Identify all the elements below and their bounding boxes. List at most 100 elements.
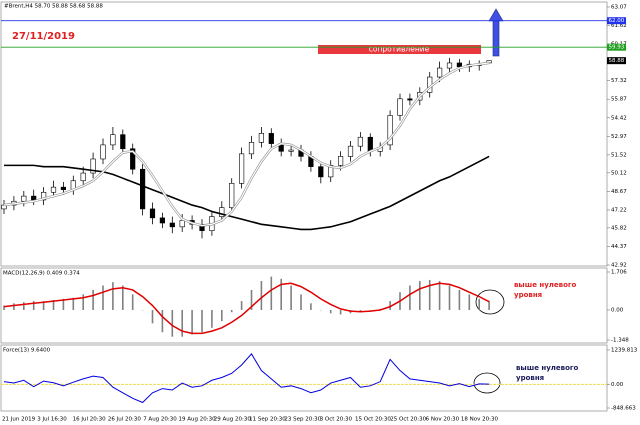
macd-bar: [389, 301, 391, 310]
candle-body: [436, 67, 443, 78]
x-tick-label: 15 Oct 20:30: [355, 417, 391, 423]
candle-body: [110, 134, 116, 146]
candle-body: [219, 207, 225, 217]
y-tick-label: 1.706: [611, 270, 627, 276]
x-tick-label: 25 Oct 20:30: [390, 417, 426, 423]
macd-bar: [92, 289, 94, 310]
candle-body: [248, 142, 255, 155]
candle-body: [347, 145, 354, 157]
resistance-zone: [318, 45, 481, 54]
macd-note: выше нулевого: [514, 281, 577, 289]
macd-circle: [475, 289, 505, 315]
macd-bar: [438, 281, 441, 310]
macd-bar: [211, 309, 213, 328]
macd-bar: [488, 300, 490, 310]
macd-header: MACD(12,26,9) 0.409 0.374: [3, 271, 80, 277]
level-label: 59.93: [609, 45, 625, 51]
x-tick-label: 16 Jul 20:30: [73, 417, 106, 423]
candle-body: [268, 133, 274, 144]
macd-bar: [300, 294, 302, 310]
macd-bar: [72, 297, 75, 310]
macd-bar: [191, 309, 193, 335]
resistance-label: сопротивление: [369, 45, 430, 54]
x-tick-label: 3 Jul 16:30: [37, 417, 67, 423]
candle-body: [179, 220, 185, 228]
y-tick-label: 54.42: [611, 115, 627, 121]
macd-bar: [131, 294, 134, 310]
x-tick-label: 11 Sep 20:30: [249, 417, 286, 423]
force-circle: [473, 372, 501, 394]
macd-bar: [478, 298, 480, 310]
candle-body: [21, 195, 27, 202]
y-tick-label: 0.00: [611, 382, 624, 388]
candle-body: [40, 191, 47, 201]
macd-bar: [32, 301, 35, 310]
y-tick-label: 42.92: [611, 263, 627, 269]
candle-body: [239, 153, 245, 184]
macd-bar: [359, 309, 362, 312]
macd-bar: [250, 289, 253, 310]
y-tick-label: 63.07: [611, 5, 627, 11]
candle-body: [456, 62, 463, 68]
level-tag: [607, 43, 626, 51]
macd-bar: [419, 281, 421, 310]
macd-bar: [329, 309, 332, 314]
candle-body: [140, 168, 146, 210]
force-line: [3, 353, 490, 404]
x-tick-label: 3 Oct 20:30: [320, 417, 353, 423]
candle-body: [446, 62, 453, 69]
y-tick-label: 51.52: [611, 152, 627, 158]
macd-bar: [428, 279, 431, 310]
y-tick-label: -1.348: [611, 338, 629, 344]
macd-bar: [23, 302, 25, 310]
y-tick-label: 47.22: [611, 207, 627, 213]
candle-body: [318, 166, 324, 178]
y-tick-label: 57.32: [611, 78, 627, 84]
level-tag: [607, 57, 626, 65]
candle-body: [169, 222, 175, 228]
candle-body: [149, 208, 156, 219]
candle-body: [31, 195, 37, 201]
macd-bar: [310, 303, 312, 310]
x-tick-label: 19 Aug 20:30: [179, 417, 217, 423]
y-tick-label: 61.62: [611, 23, 627, 29]
candle-body: [337, 156, 344, 166]
symbol-header: #Brent,H4 58.70 58.88 58.68 58.88: [4, 4, 103, 10]
x-tick-label: 21 Jun 2019: [2, 417, 36, 423]
moving-average: [3, 62, 490, 227]
macd-bar: [458, 289, 461, 310]
x-tick-label: 29 Aug 20:30: [214, 417, 252, 423]
macd-bar: [409, 285, 411, 310]
candle-body: [100, 144, 106, 160]
x-tick-label: 23 Sep 20:30: [284, 417, 321, 423]
candle-body: [130, 148, 136, 170]
macd-bar: [201, 309, 203, 333]
candle-body: [80, 172, 86, 182]
y-tick-label: 1239.813: [611, 348, 638, 354]
x-tick-label: 6 Nov 20:30: [426, 417, 460, 423]
macd-bar: [62, 298, 65, 310]
x-tick-label: 18 Nov 20:30: [461, 417, 499, 423]
macd-bar: [221, 309, 223, 322]
macd-bar: [240, 301, 243, 310]
macd-bar: [161, 309, 164, 333]
macd-bar: [448, 285, 451, 310]
macd-bar: [122, 285, 124, 310]
moving-average: [4, 155, 490, 231]
macd-bar: [339, 309, 342, 315]
macd-bar: [52, 299, 55, 310]
macd-bar: [82, 294, 84, 310]
macd-bar: [112, 282, 114, 310]
macd-bar: [290, 285, 292, 310]
candle-body: [199, 223, 205, 231]
signal-line: [3, 282, 490, 335]
macd-bar: [181, 309, 183, 337]
macd-bar: [3, 305, 5, 310]
y-tick-label: 52.97: [611, 134, 627, 140]
y-tick-label: -848.663: [611, 406, 636, 412]
candle-body: [288, 149, 294, 152]
y-tick-label: 0.00: [611, 307, 624, 313]
macd-bar: [171, 309, 174, 337]
